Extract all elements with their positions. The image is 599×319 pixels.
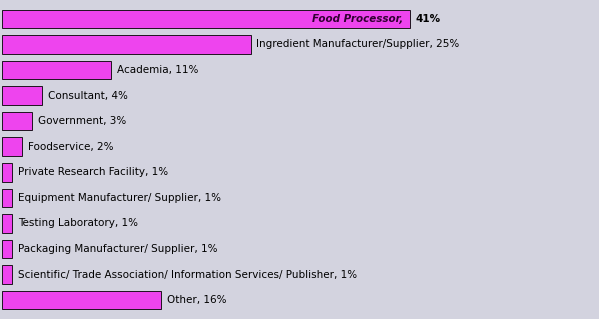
Bar (2, 86, 42, 105)
Bar (2, 35, 250, 54)
Text: Academia, 11%: Academia, 11% (117, 65, 199, 75)
Bar (2, 214, 12, 233)
Text: Packaging Manufacturer/ Supplier, 1%: Packaging Manufacturer/ Supplier, 1% (18, 244, 217, 254)
Text: Scientific/ Trade Association/ Information Services/ Publisher, 1%: Scientific/ Trade Association/ Informati… (18, 270, 357, 280)
Text: Foodservice, 2%: Foodservice, 2% (28, 142, 113, 152)
Text: Consultant, 4%: Consultant, 4% (48, 91, 128, 100)
Bar (2, 265, 12, 284)
Text: Testing Laboratory, 1%: Testing Laboratory, 1% (18, 219, 138, 228)
Text: Ingredient Manufacturer/Supplier, 25%: Ingredient Manufacturer/Supplier, 25% (256, 39, 460, 49)
Text: Equipment Manufacturer/ Supplier, 1%: Equipment Manufacturer/ Supplier, 1% (18, 193, 221, 203)
Text: Other, 16%: Other, 16% (167, 295, 226, 305)
Bar (2, 189, 12, 207)
Text: Government, 3%: Government, 3% (38, 116, 126, 126)
Text: 41%: 41% (416, 14, 441, 24)
Bar (2, 137, 22, 156)
Text: Food Processor,: Food Processor, (312, 14, 404, 24)
Bar (2, 61, 111, 79)
Bar (2, 112, 32, 130)
Bar (2, 10, 410, 28)
Text: Private Research Facility, 1%: Private Research Facility, 1% (18, 167, 168, 177)
Bar (2, 291, 161, 309)
Bar (2, 163, 12, 182)
Bar (2, 240, 12, 258)
